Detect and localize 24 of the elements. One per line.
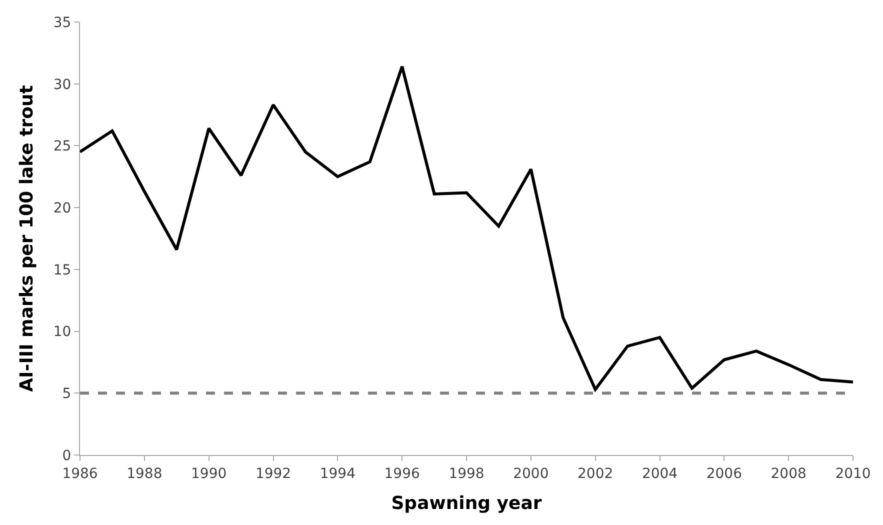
y-tick-label: 30 — [53, 76, 72, 93]
x-tick-label: 1992 — [255, 466, 292, 482]
y-tick-label: 25 — [53, 138, 72, 155]
x-tick-label: 2006 — [706, 466, 742, 482]
x-tick-label: 2002 — [578, 466, 614, 482]
x-tick-label: 1990 — [191, 466, 227, 482]
x-tick-label: 1986 — [62, 466, 98, 482]
x-axis-title: Spawning year — [391, 492, 542, 514]
x-tick-label: 2004 — [642, 466, 678, 482]
x-tick-label: 2008 — [770, 466, 806, 482]
y-tick-label: 20 — [53, 200, 72, 216]
x-tick-label: 1988 — [126, 466, 162, 482]
y-axis-title: AI-III marks per 100 lake trout — [16, 84, 38, 392]
x-tick-label: 2010 — [835, 466, 871, 482]
x-tick-label: 2000 — [513, 466, 549, 482]
x-tick-label: 1994 — [320, 466, 356, 482]
x-tick-label: 1998 — [448, 466, 484, 482]
y-tick-label: 5 — [62, 386, 72, 402]
y-tick-label: 35 — [53, 14, 72, 31]
y-tick-label: 10 — [53, 324, 72, 340]
y-tick-label: 15 — [53, 262, 72, 278]
y-tick-label: 0 — [62, 448, 72, 464]
line-series — [80, 65, 853, 391]
x-tick-label: 1996 — [384, 466, 420, 482]
